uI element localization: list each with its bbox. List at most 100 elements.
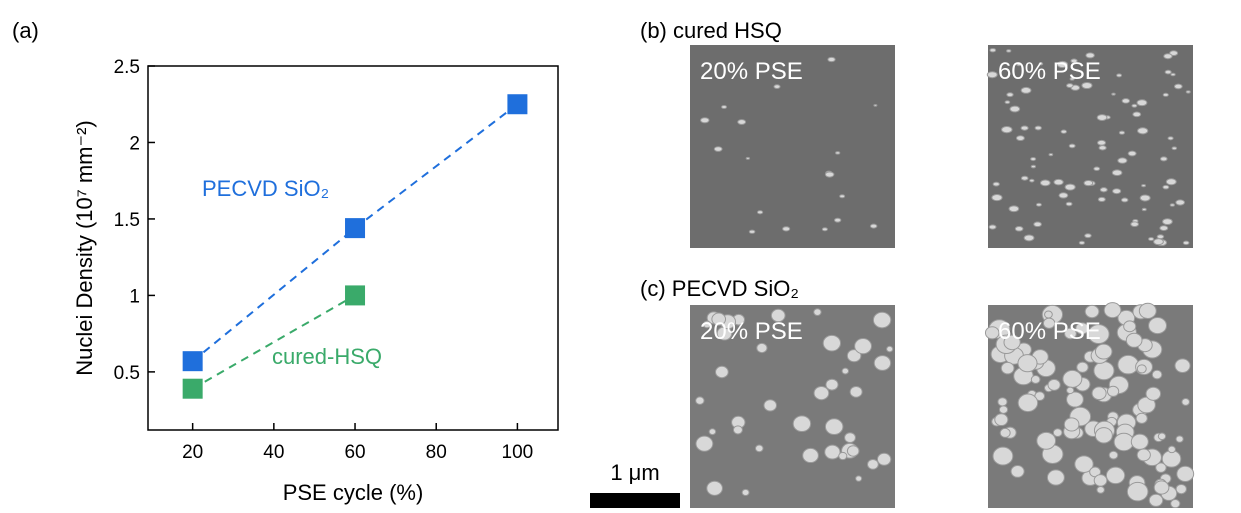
sem-background [690,45,895,248]
particle [1167,445,1176,454]
plot-frame [147,65,559,431]
particle [1106,385,1120,397]
series-label: cured-HSQ [272,344,382,369]
particle [813,308,822,316]
particle [1159,156,1168,162]
particle [1084,233,1092,239]
particle [997,397,1008,407]
particle [1000,361,1015,375]
particle [1020,86,1032,94]
particle [756,342,768,354]
particle [1010,465,1025,478]
particle [1136,448,1151,462]
particle [802,447,819,464]
particle [1060,129,1068,134]
particle [695,396,705,405]
particle [1030,164,1037,169]
particle [1091,386,1107,401]
particle [1046,469,1065,486]
particle [1175,199,1186,206]
particle [1175,435,1184,443]
panel-label: (a) [12,18,39,43]
particle [1167,136,1174,141]
particle [838,451,848,461]
particle [1017,393,1039,413]
x-tick-label: 20 [182,442,203,463]
particle [1074,455,1094,473]
particle [1039,179,1051,187]
particle [1094,427,1113,444]
x-axis-label: PSE cycle (%) [283,480,424,505]
particle [1157,432,1167,441]
particle [1009,105,1021,113]
particle [822,334,842,352]
particle [1138,302,1157,319]
particle [1070,58,1078,64]
particle [821,227,828,232]
particle [1023,234,1035,242]
particle [1035,202,1042,207]
particle [1065,201,1073,207]
series-label: PECVD SiO₂ [202,176,329,201]
particle [1015,135,1025,142]
marker [345,285,366,306]
particle [1063,417,1080,432]
particle [1096,114,1108,121]
particle [1016,63,1022,67]
particle [1141,207,1147,212]
y-tick-label: 1 [129,286,140,307]
particle [711,312,727,326]
particle [1164,69,1172,75]
particle [846,349,862,363]
particle [989,47,997,53]
particle [1048,153,1054,157]
particle [1130,221,1139,227]
particle [1099,187,1108,193]
particle [1093,474,1108,487]
scale-bar [590,493,680,508]
particle [1038,62,1044,66]
particle [849,385,863,398]
particle [1162,92,1169,97]
particle [1112,188,1122,195]
particle [1105,466,1126,485]
particle [737,119,747,125]
marker [182,351,203,372]
particle [1170,498,1181,509]
particle [824,171,835,178]
particle [702,320,712,329]
x-tick-label: 100 [502,442,534,463]
particle [844,432,856,444]
particle [869,223,878,229]
particle [1117,157,1128,164]
marker [182,378,203,399]
y-tick-label: 1.5 [114,210,140,231]
image-label: 20% PSE [700,58,803,85]
particle [886,345,894,353]
particle [1126,481,1149,502]
particle [1127,150,1137,157]
particle [1165,178,1177,186]
particle [1058,192,1069,199]
image-label: 60% PSE [998,58,1101,85]
scale-bar-label: 1 μm [610,460,659,485]
particle [1159,225,1169,231]
particle [1093,166,1101,171]
particle [715,365,729,379]
particle [1004,100,1011,105]
particle [854,337,873,355]
particle [741,488,750,497]
particle [1085,52,1095,59]
particle [1034,125,1042,131]
particle [756,210,764,215]
particle [1006,92,1014,98]
particle [1176,465,1195,482]
particle [841,367,850,375]
particle [1014,225,1024,232]
particle [1094,343,1113,360]
particle [1066,391,1084,408]
y-tick-label: 2.5 [114,57,140,78]
particle [1053,178,1064,186]
particle [1111,92,1116,96]
particle [1136,364,1147,374]
